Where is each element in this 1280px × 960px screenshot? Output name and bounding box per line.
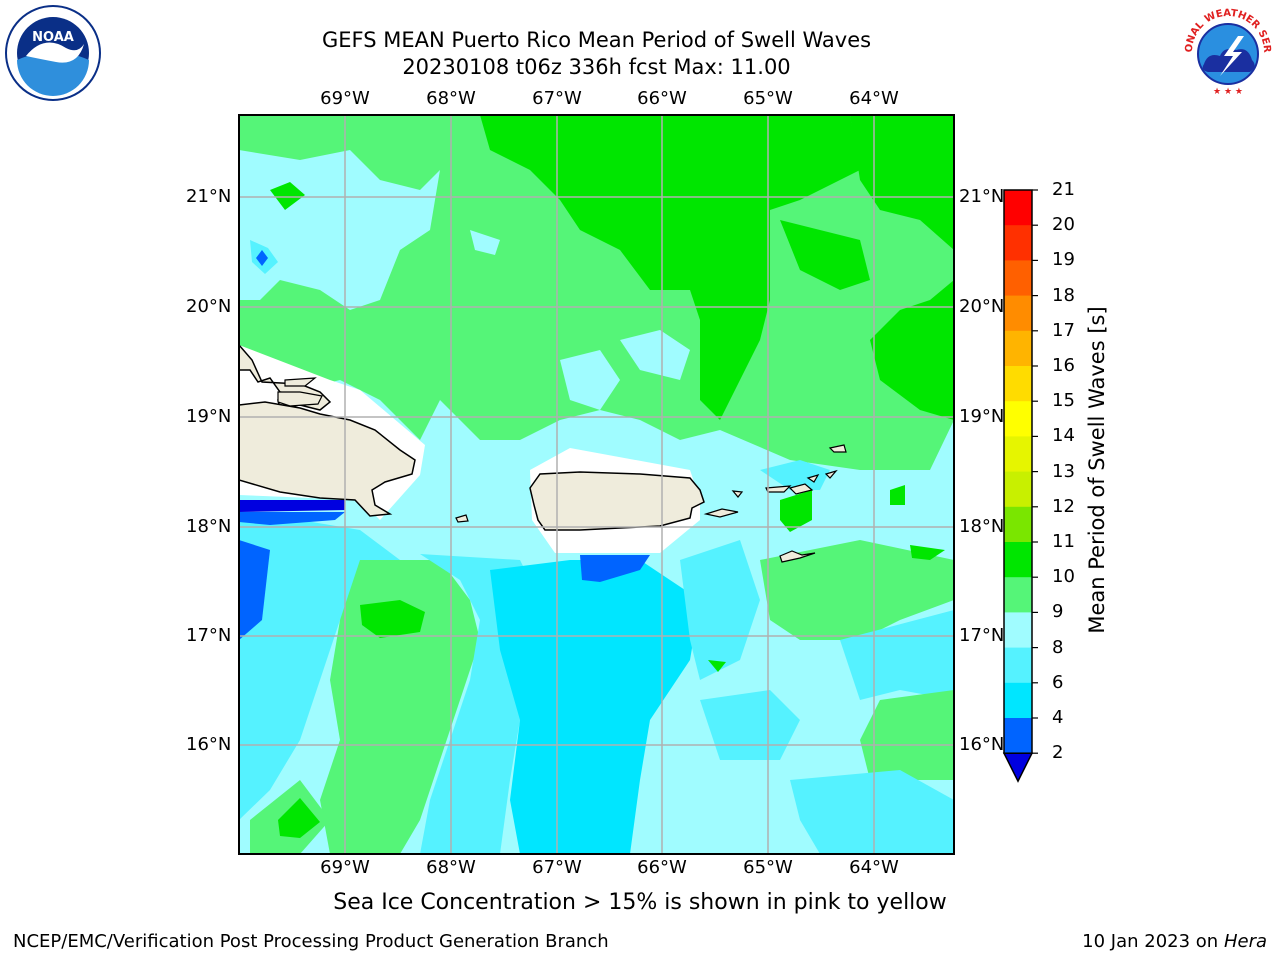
footer-date: 10 Jan 2023 on Hera	[1082, 931, 1267, 952]
colorbar-tick-label: 8	[1052, 636, 1064, 658]
colorbar-segment	[1004, 330, 1032, 367]
colorbar-tick-label: 2	[1052, 742, 1064, 764]
svg-text:★ ★ ★: ★ ★ ★	[1213, 87, 1243, 97]
colorbar-segment	[1004, 718, 1032, 754]
colorbar-segment	[1004, 295, 1032, 332]
lat-label-left: 18°N	[186, 516, 232, 537]
colorbar-segment	[1004, 471, 1032, 508]
colorbar-segment	[1004, 647, 1032, 684]
colorbar-tick-label: 17	[1052, 319, 1075, 341]
lon-label-top: 68°W	[426, 88, 476, 109]
colorbar-tick-label: 12	[1052, 495, 1075, 517]
lon-label-top: 67°W	[532, 88, 582, 109]
colorbar-segment	[1004, 682, 1032, 719]
nws-logo: NATIONAL WEATHER SERVICE ★ ★ ★	[1178, 2, 1276, 100]
lat-label-left: 17°N	[186, 625, 232, 646]
lat-label-right: 19°N	[959, 406, 1005, 427]
colorbar-title: Mean Period of Swell Waves [s]	[1085, 306, 1109, 634]
lon-label-bottom: 69°W	[320, 857, 370, 878]
noaa-logo: NOAA	[5, 5, 101, 101]
swell-period-field	[239, 115, 954, 854]
colorbar-tick-label: 11	[1052, 531, 1075, 552]
lat-label-right: 16°N	[959, 734, 1005, 755]
noaa-logo-text: NOAA	[32, 30, 74, 45]
colorbar-segment	[1004, 436, 1032, 473]
lon-label-bottom: 68°W	[426, 857, 476, 878]
colorbar-segment	[1004, 225, 1032, 261]
colorbar-tick-label: 18	[1052, 284, 1075, 306]
colorbar-segment	[1004, 612, 1032, 649]
footer-date-text: 10 Jan 2023 on	[1082, 931, 1219, 952]
colorbar-tick-label: 13	[1052, 460, 1075, 482]
lon-label-top: 66°W	[637, 88, 687, 109]
colorbar-tick-label: 15	[1052, 390, 1075, 412]
colorbar	[1002, 189, 1038, 783]
colorbar-tick-label: 6	[1052, 671, 1064, 693]
map-frame	[238, 114, 955, 855]
lon-label-top: 69°W	[320, 88, 370, 109]
lon-label-bottom: 67°W	[532, 857, 582, 878]
colorbar-segment	[1004, 366, 1032, 402]
lon-label-bottom: 65°W	[743, 857, 793, 878]
map-subtitle: 20230108 t06z 336h fcst Max: 11.00	[402, 55, 791, 79]
colorbar-segment	[1004, 401, 1032, 437]
lat-label-left: 21°N	[186, 186, 232, 207]
lon-label-bottom: 66°W	[637, 857, 687, 878]
lat-label-right: 17°N	[959, 625, 1005, 646]
lat-label-left: 19°N	[186, 406, 232, 427]
colorbar-tick-label: 10	[1052, 566, 1075, 588]
colorbar-segment	[1004, 577, 1032, 613]
colorbar-tick-label: 4	[1052, 707, 1064, 728]
footer-machine: Hera	[1223, 931, 1267, 952]
colorbar-segment	[1004, 506, 1032, 543]
colorbar-tick-label: 14	[1052, 425, 1075, 447]
colorbar-tick-label: 19	[1052, 249, 1075, 271]
colorbar-tick-label: 21	[1052, 179, 1075, 200]
map-title: GEFS MEAN Puerto Rico Mean Period of Swe…	[321, 28, 872, 52]
colorbar-tick-label: 16	[1052, 355, 1075, 376]
colorbar-segment	[1004, 260, 1032, 297]
lon-label-bottom: 64°W	[849, 857, 899, 878]
lon-label-top: 65°W	[743, 88, 793, 109]
colorbar-segment	[1004, 542, 1032, 578]
sea-ice-note: Sea Ice Concentration > 15% is shown in …	[333, 890, 947, 915]
lat-label-left: 20°N	[186, 296, 232, 317]
colorbar-tick-label: 9	[1052, 601, 1064, 623]
lat-label-right: 18°N	[959, 516, 1005, 537]
lon-label-top: 64°W	[849, 88, 899, 109]
colorbar-segment	[1004, 190, 1032, 226]
lat-label-left: 16°N	[186, 734, 232, 755]
colorbar-tick-label: 20	[1052, 214, 1075, 236]
lat-label-right: 20°N	[959, 296, 1005, 317]
lat-label-right: 21°N	[959, 186, 1005, 207]
colorbar-under-arrow	[1002, 752, 1034, 783]
map-grid	[239, 115, 954, 854]
footer-org: NCEP/EMC/Verification Post Processing Pr…	[13, 931, 609, 952]
